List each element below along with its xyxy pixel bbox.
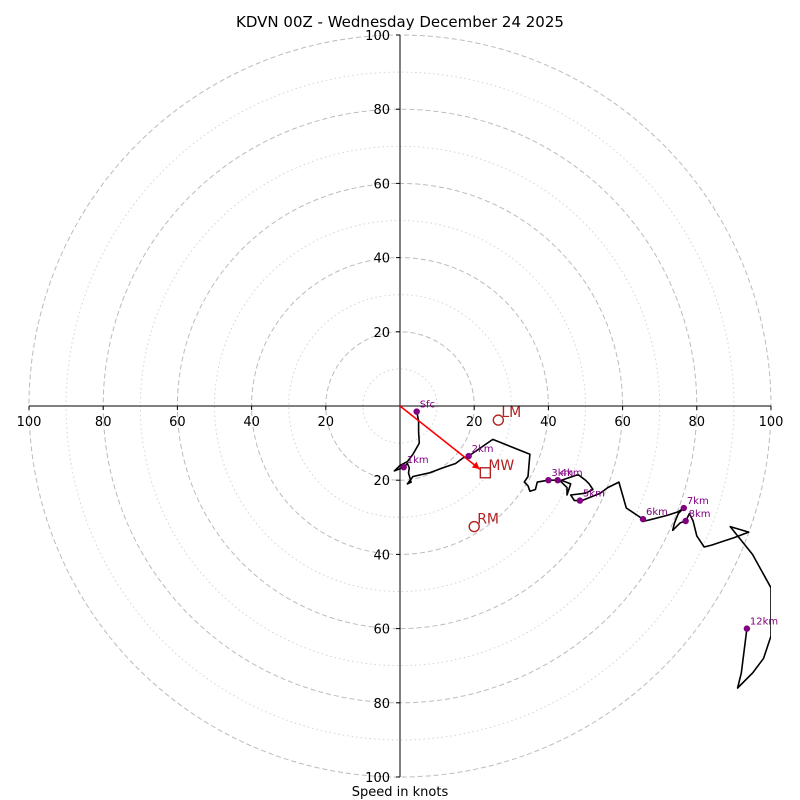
x-tick-label: 100 xyxy=(759,415,784,430)
height-marker xyxy=(545,477,552,484)
height-label: 12km xyxy=(750,617,778,628)
x-tick-label: 60 xyxy=(614,415,631,430)
chart-title: KDVN 00Z - Wednesday December 24 2025 xyxy=(236,13,564,31)
x-tick-label: 100 xyxy=(17,415,42,430)
x-tick-label: 20 xyxy=(318,415,335,430)
storm-motion-label-mw: MW xyxy=(488,458,514,474)
height-marker xyxy=(682,517,689,525)
y-tick-label: 80 xyxy=(373,697,390,712)
storm-motion-markers: LM MW RM xyxy=(468,405,521,533)
y-tick-label: 20 xyxy=(373,326,390,341)
hodograph-trace-group xyxy=(393,411,771,689)
height-marker xyxy=(743,625,751,632)
height-marker xyxy=(400,464,407,471)
y-tick-label: 100 xyxy=(365,29,390,44)
storm-motion-marker-lm xyxy=(492,414,505,426)
height-label: 1km xyxy=(407,455,429,466)
y-tick-label: 40 xyxy=(373,252,390,267)
y-tick-label: 60 xyxy=(373,623,390,638)
storm-motion-marker-mw xyxy=(479,467,492,479)
storm-motion-label-lm: LM xyxy=(501,405,521,421)
y-tick-label: 40 xyxy=(373,548,390,563)
height-label: 7km xyxy=(687,496,709,507)
x-tick-label: 20 xyxy=(466,415,483,430)
x-tick-label: 80 xyxy=(689,415,706,430)
mean-wind-vector xyxy=(399,405,481,470)
height-label: 6km xyxy=(646,507,668,518)
y-tick-label: 60 xyxy=(373,177,390,192)
height-marker xyxy=(576,497,584,504)
height-marker xyxy=(413,408,420,415)
height-label: 4km xyxy=(561,468,583,479)
height-label: 8km xyxy=(689,509,711,520)
x-tick-label: 40 xyxy=(243,415,260,430)
y-tick-label: 20 xyxy=(373,474,390,489)
y-tick-label: 80 xyxy=(373,103,390,118)
height-marker xyxy=(554,477,561,484)
mean-wind-arrowhead xyxy=(471,461,480,470)
height-marker xyxy=(680,504,688,512)
y-tick-label: 100 xyxy=(365,771,390,786)
height-label: 2km xyxy=(472,444,494,455)
x-axis-label: Speed in knots xyxy=(352,785,449,800)
x-tick-label: 60 xyxy=(169,415,186,430)
height-marker xyxy=(639,515,647,523)
tick-labels: 100 80 60 40 20 20 40 60 80 100 100 80 60 40 20 20 40 60 8… xyxy=(17,29,784,786)
height-label: 3km xyxy=(551,468,573,479)
hodograph-trace xyxy=(393,411,771,689)
storm-motion-label-rm: RM xyxy=(477,512,499,528)
x-tick-label: 80 xyxy=(95,415,112,430)
height-label: 5km xyxy=(583,489,605,500)
mean-wind-vector-group xyxy=(399,405,481,470)
height-marker xyxy=(465,452,472,460)
x-tick-label: 40 xyxy=(540,415,557,430)
storm-motion-marker-rm xyxy=(468,520,480,533)
height-label: Sfc xyxy=(420,400,435,411)
